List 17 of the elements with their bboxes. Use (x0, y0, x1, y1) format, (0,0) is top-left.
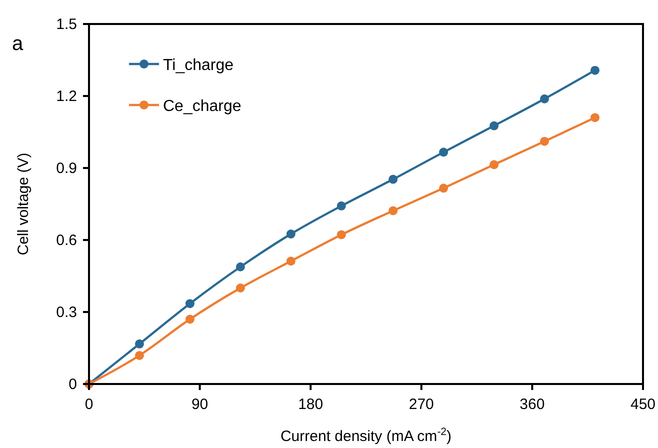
text: a (12, 33, 24, 55)
legend-label: Ce_charge (163, 98, 242, 115)
y-tick-label: 0.6 (56, 232, 77, 249)
y-tick-label: 1.5 (56, 16, 77, 33)
x-tick-label: 450 (630, 396, 656, 413)
x-tick-label: 90 (191, 396, 208, 413)
y-tick-label: 0.9 (56, 160, 77, 177)
y-axis-title: Cell voltage (V) (15, 152, 32, 256)
y-tick-label: 1.2 (56, 88, 77, 105)
legend-label: Ti_charge (163, 57, 234, 74)
y-tick-label: 0 (68, 376, 77, 393)
y-tick-label: 0.3 (56, 304, 77, 321)
x-tick-label: 180 (298, 396, 324, 413)
x-axis-title: Current density (mA cm$^{-2}$) (280, 426, 452, 445)
x-tick-label: 0 (84, 396, 94, 413)
x-tick-label: 360 (520, 396, 545, 413)
x-tick-label: 270 (408, 396, 434, 413)
